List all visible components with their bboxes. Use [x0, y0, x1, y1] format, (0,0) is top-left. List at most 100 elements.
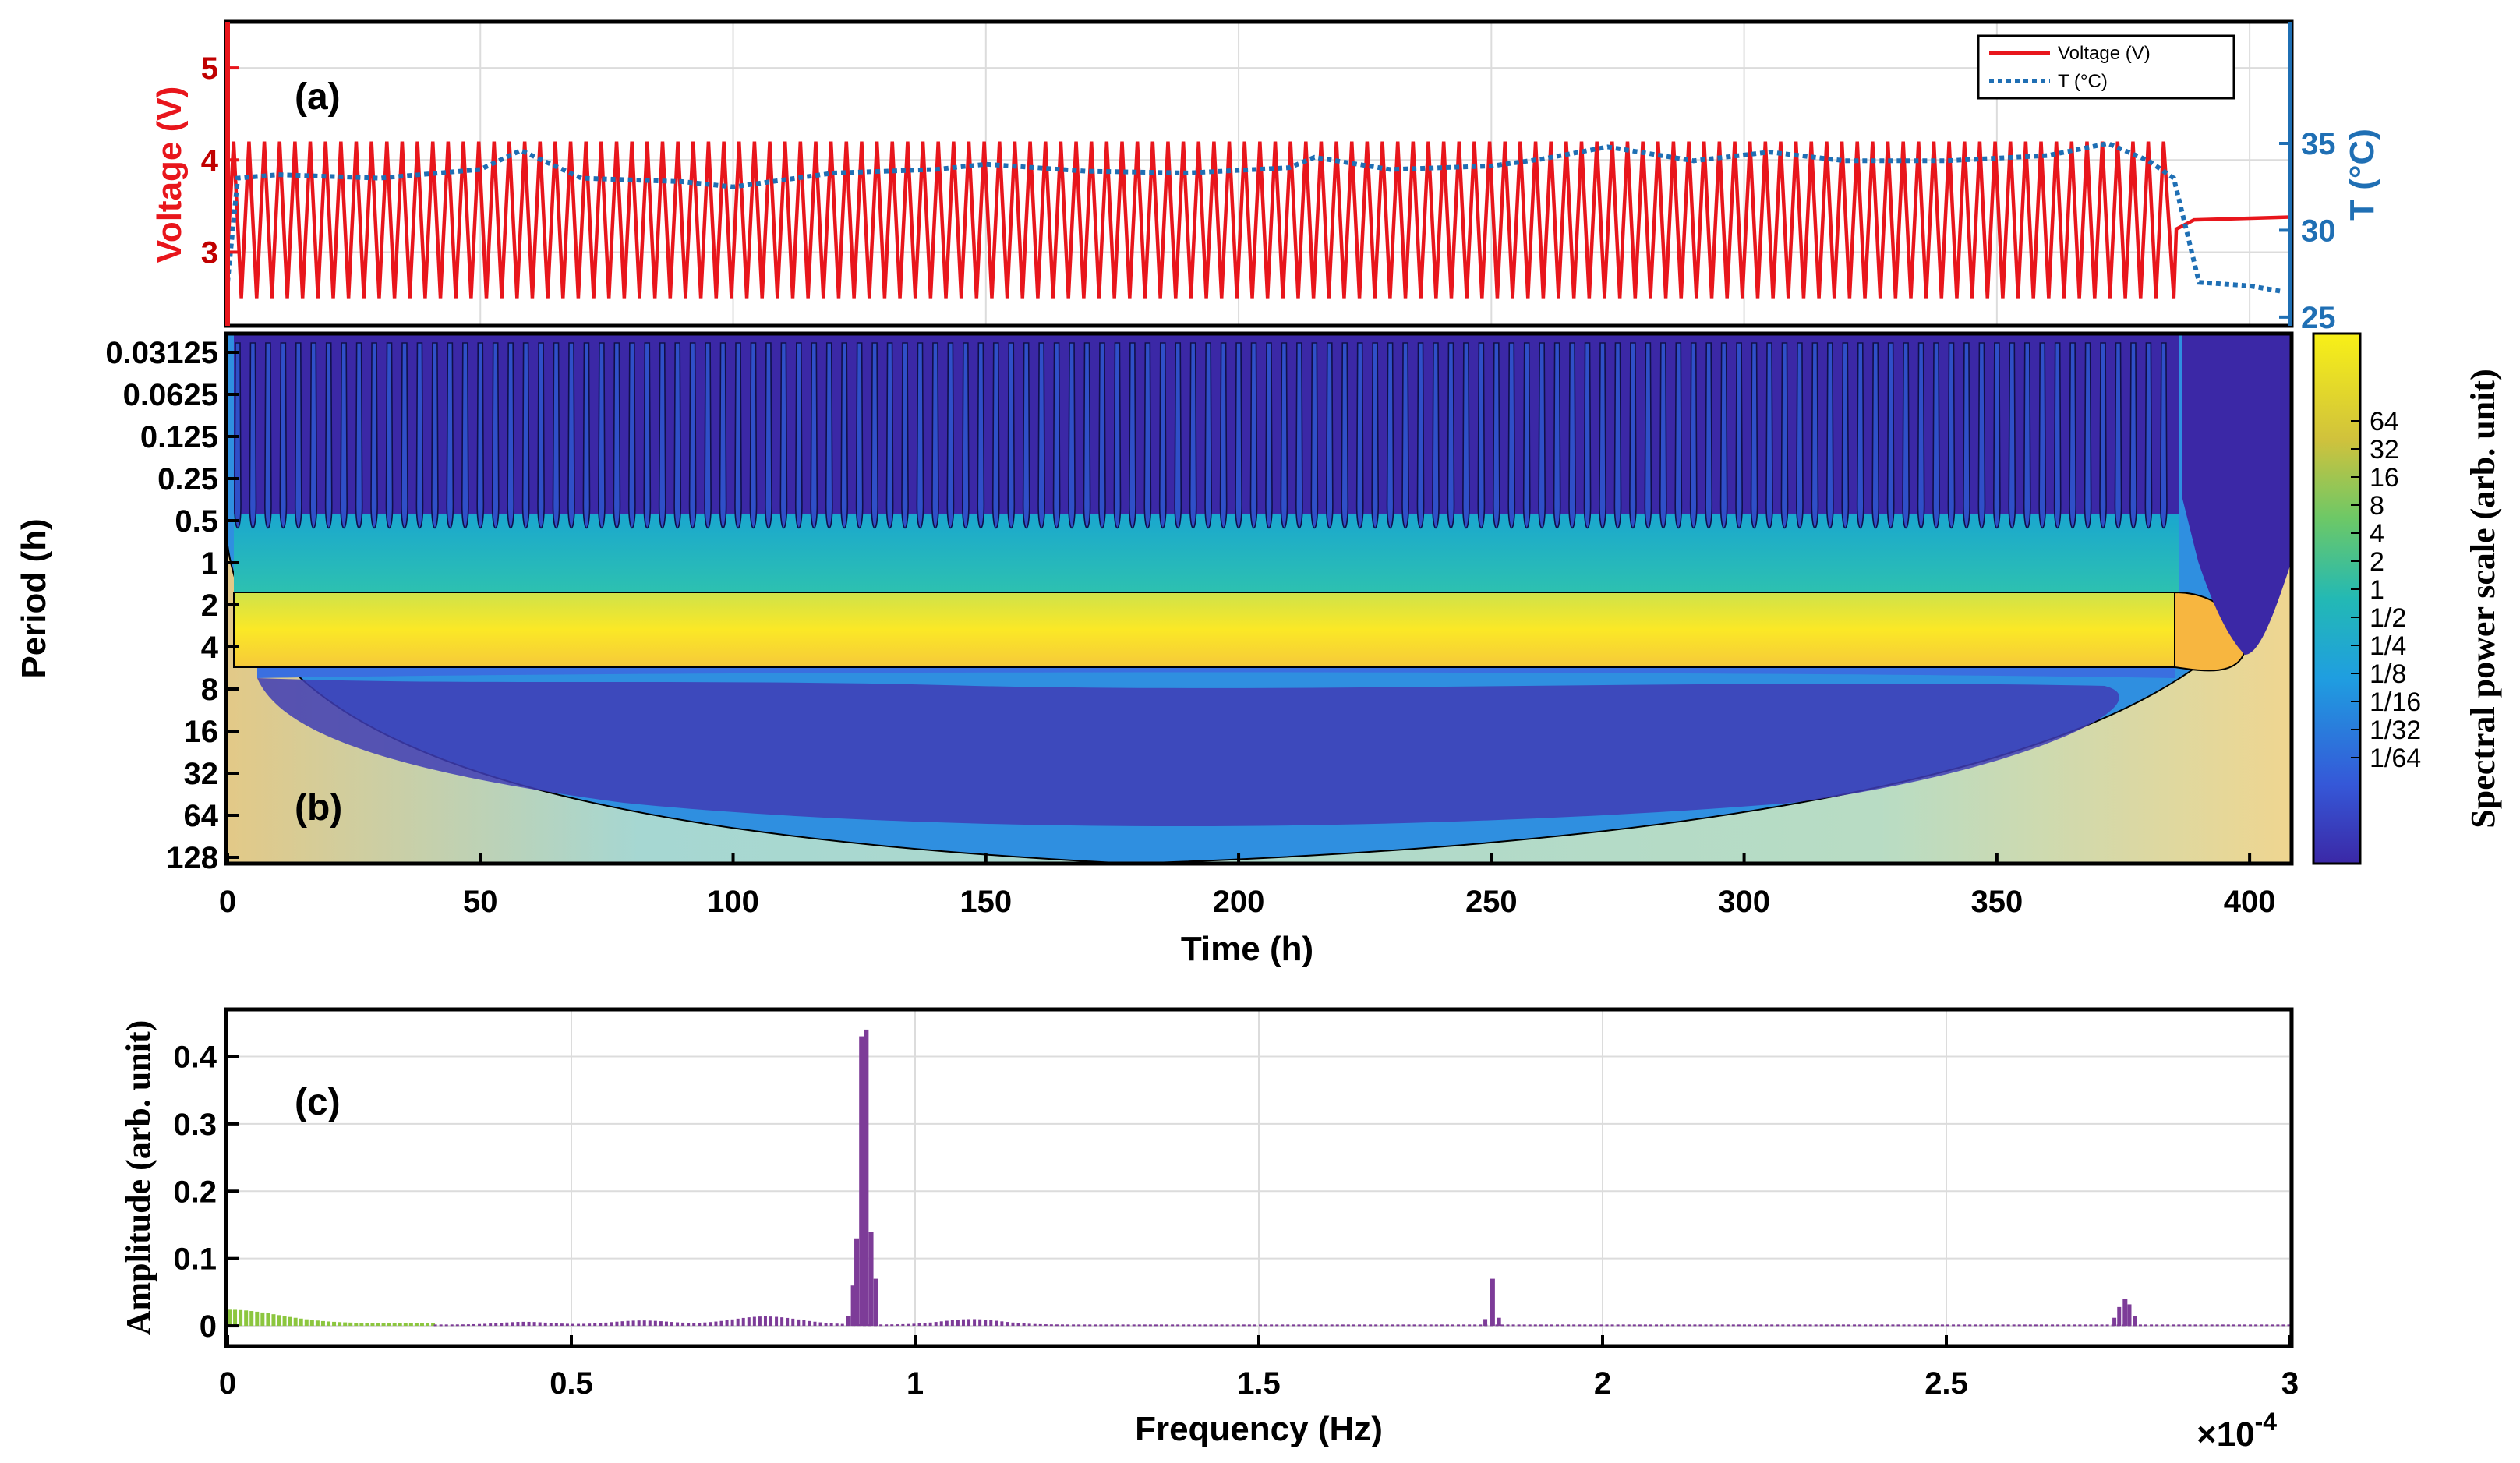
fft-bar: [1963, 1324, 1967, 1327]
fft-bar: [626, 1320, 630, 1327]
colorbar-tick-label: 64: [2370, 407, 2399, 436]
cwt-spike: [1174, 342, 1182, 528]
fft-bar: [802, 1320, 806, 1327]
fft-bar: [1731, 1324, 1735, 1327]
fft-bar: [1671, 1324, 1675, 1327]
fft-bar: [494, 1323, 498, 1327]
cwt-spike: [1583, 342, 1592, 528]
fft-bar: [1632, 1324, 1636, 1327]
fft-bar: [1776, 1324, 1780, 1327]
fft-bar: [961, 1319, 965, 1327]
fft-low-bar: [309, 1320, 314, 1327]
fft-bar: [1236, 1324, 1240, 1327]
cwt-spike: [871, 342, 878, 528]
cwt-spike: [1371, 342, 1379, 528]
fft-side-bar: [1497, 1317, 1501, 1327]
fft-bar: [989, 1320, 993, 1327]
fft-bar: [1462, 1324, 1466, 1327]
fft-bar: [1500, 1324, 1504, 1327]
fft-bar: [1765, 1324, 1769, 1327]
fft-bar: [703, 1322, 707, 1327]
cwt-spike: [1538, 342, 1546, 528]
fft-bar: [1407, 1324, 1411, 1327]
cwt-spike: [1325, 342, 1334, 528]
fft-bar: [2051, 1324, 2055, 1327]
fft-bar: [1830, 1324, 1834, 1327]
fft-bar: [1715, 1324, 1719, 1327]
fft-bar: [780, 1317, 784, 1327]
fft-bar: [1748, 1324, 1751, 1327]
fft-bar: [730, 1319, 734, 1327]
cwt-spike: [249, 342, 257, 528]
cwt-spike: [1083, 342, 1091, 528]
fft-bar: [527, 1321, 531, 1327]
cwt-spike: [1719, 342, 1728, 528]
cwt-spike: [1310, 342, 1319, 528]
fft-bar: [439, 1324, 443, 1327]
fft-bar: [1308, 1324, 1312, 1327]
fft-bar: [1060, 1324, 1064, 1327]
fft-low-bar: [359, 1323, 364, 1327]
fft-bar: [2221, 1324, 2225, 1327]
fft-bar: [1918, 1324, 1922, 1327]
fft-bar: [1819, 1324, 1823, 1327]
fft-bar: [973, 1319, 977, 1327]
cwt-spike: [1993, 342, 2001, 528]
fft-low-bar: [348, 1322, 353, 1327]
fft-bar: [2078, 1324, 2082, 1327]
colorbar-tick-label: 1/16: [2370, 687, 2421, 717]
cwt-spike: [1249, 342, 1258, 528]
fft-bar: [1335, 1324, 1339, 1327]
fft-bar: [2166, 1324, 2170, 1327]
cwt-spike: [765, 342, 772, 528]
fft-bar: [461, 1324, 465, 1327]
fft-bar: [1016, 1323, 1020, 1327]
fft-bar: [890, 1324, 894, 1327]
colorbar: [2312, 332, 2362, 865]
fft-bar: [840, 1323, 844, 1327]
fft-bar: [2287, 1324, 2291, 1327]
fft-bar: [1468, 1324, 1472, 1327]
fft-bar: [1094, 1324, 1097, 1327]
fft-bar: [2243, 1324, 2247, 1327]
amplitude-tick-label: 0.2: [173, 1175, 217, 1209]
fft-bar: [907, 1323, 910, 1327]
frequency-tick-label: 1: [907, 1366, 924, 1401]
fft-bar: [1792, 1324, 1796, 1327]
fft-bar: [1891, 1324, 1895, 1327]
cwt-spike: [582, 342, 591, 528]
fft-bar: [1704, 1324, 1708, 1327]
fft-bar: [1121, 1324, 1125, 1327]
cwt-spike: [1674, 342, 1683, 528]
x-multiplier: ×10-4: [2197, 1408, 2277, 1454]
fft-bar: [2138, 1324, 2142, 1327]
cwt-spike: [598, 342, 606, 528]
fft-bar: [433, 1324, 437, 1327]
fft-bar: [478, 1323, 482, 1327]
period-tick-label: 1: [201, 546, 218, 581]
period-tick-label: 0.0625: [123, 378, 218, 412]
fft-bar: [1605, 1324, 1609, 1327]
fft-bar: [791, 1318, 795, 1327]
fft-bar: [1038, 1323, 1042, 1327]
fft-bar: [615, 1321, 619, 1327]
fft-bar: [1022, 1323, 1026, 1327]
period-tick-label: 0.5: [175, 504, 218, 539]
fft-low-bar: [320, 1320, 325, 1327]
frequency-tick-label: 2.5: [1924, 1366, 1968, 1401]
fft-low-bar: [299, 1318, 303, 1327]
fft-bar: [599, 1323, 603, 1327]
fft-bar: [620, 1321, 624, 1327]
fft-low-bar: [239, 1309, 243, 1327]
fft-bar: [1814, 1324, 1818, 1327]
fft-bar: [560, 1323, 564, 1327]
fft-bar: [945, 1320, 949, 1327]
fft-bar: [1457, 1324, 1461, 1327]
fft-bar: [1165, 1324, 1169, 1327]
colorbar-tick-label: 1/32: [2370, 716, 2421, 745]
cwt-rest-region: [2182, 334, 2292, 655]
fft-bar: [664, 1321, 668, 1327]
fft-bar: [1055, 1324, 1059, 1327]
period-tick-label: 8: [201, 673, 218, 707]
